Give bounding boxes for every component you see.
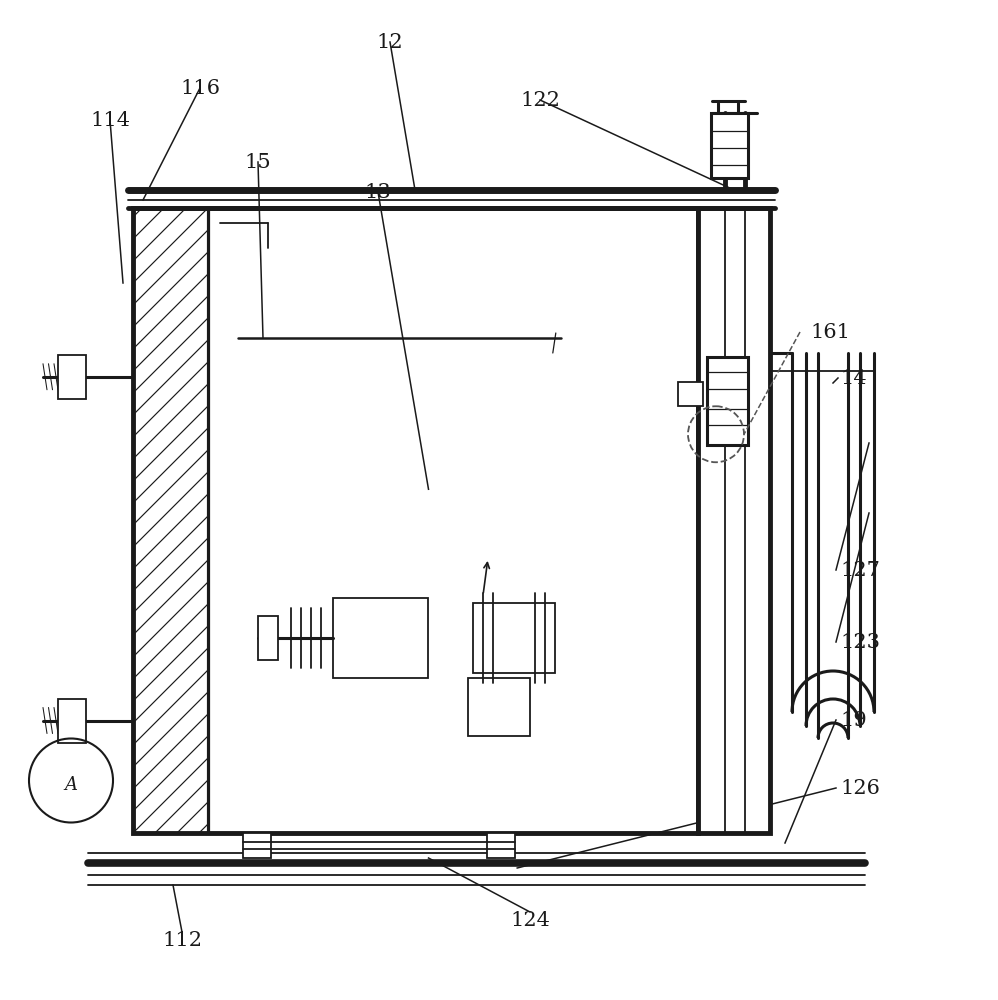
- Text: 14: 14: [840, 368, 866, 387]
- Text: 161: 161: [810, 322, 850, 342]
- Bar: [58, 355, 86, 399]
- Bar: [707, 357, 748, 445]
- Text: 127: 127: [840, 560, 880, 580]
- Text: 12: 12: [376, 32, 403, 51]
- Bar: [258, 616, 278, 660]
- Text: 123: 123: [840, 633, 880, 652]
- Text: 19: 19: [840, 710, 866, 730]
- Bar: [133, 208, 208, 833]
- Text: A: A: [65, 776, 78, 794]
- Bar: [678, 382, 703, 406]
- Bar: [133, 208, 208, 833]
- Bar: [333, 598, 428, 678]
- Text: 116: 116: [180, 79, 220, 98]
- Bar: [208, 208, 698, 833]
- Bar: [243, 833, 271, 858]
- Bar: [698, 208, 770, 833]
- Bar: [133, 208, 698, 833]
- Text: 114: 114: [90, 110, 130, 129]
- Text: 13: 13: [364, 182, 391, 202]
- Text: 112: 112: [162, 930, 202, 950]
- Bar: [468, 678, 530, 736]
- Bar: [473, 603, 555, 673]
- Text: 124: 124: [510, 910, 550, 930]
- Bar: [487, 833, 515, 858]
- Bar: [711, 113, 748, 178]
- Text: 15: 15: [245, 152, 271, 172]
- Text: 122: 122: [520, 91, 560, 109]
- Bar: [208, 208, 698, 833]
- Bar: [133, 208, 208, 833]
- Bar: [58, 698, 86, 742]
- Text: 126: 126: [840, 778, 880, 798]
